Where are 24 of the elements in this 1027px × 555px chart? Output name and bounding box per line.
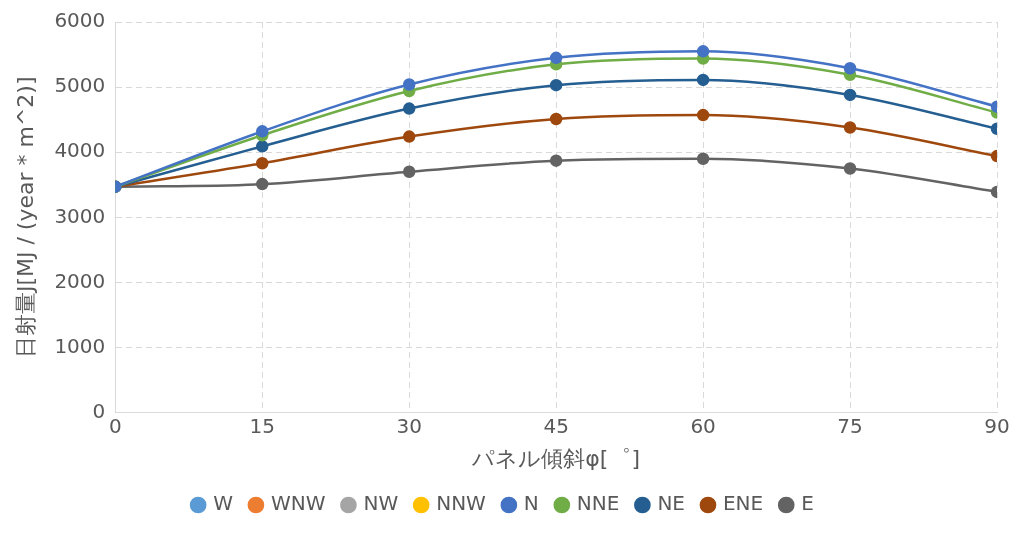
y-tick-label: 6000 [54,8,106,33]
legend-label: NNW [436,491,487,516]
y-tick-label: 1000 [54,333,106,358]
legend-label: NNE [576,491,620,516]
x-tick-label: 45 [543,413,569,438]
y-tick-label: 3000 [54,203,106,228]
legend-label: NW [363,491,399,516]
y-tick-label: 5000 [54,73,106,98]
y-tick-label: 2000 [54,268,106,293]
legend-label: E [801,491,814,516]
legend-label: NE [657,491,685,516]
x-tick-label: 30 [396,413,422,438]
legend-label: N [523,491,539,516]
x-tick-label: 0 [108,413,122,438]
x-tick-label: 60 [690,413,716,438]
legend-label: W [213,491,234,516]
legend-label: ENE [722,491,764,516]
legend-label: WNW [270,491,326,516]
x-tick-label: 15 [249,413,275,438]
x-tick-label: 90 [984,413,1010,438]
y-axis-title: 日射量J[MJ / (year * m^2)] [12,76,38,359]
x-tick-label: 75 [837,413,863,438]
y-tick-label: 4000 [54,138,106,163]
x-axis-title: パネル傾斜φ[゜] [471,445,640,471]
